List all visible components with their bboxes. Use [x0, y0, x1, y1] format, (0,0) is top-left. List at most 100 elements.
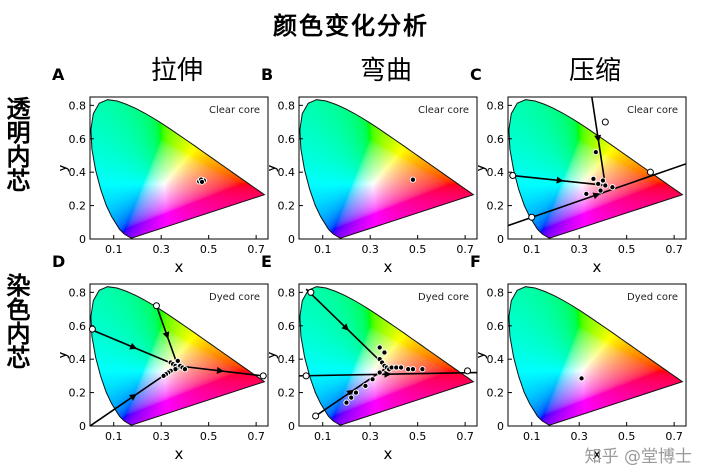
x-tick-label: 0.5 — [618, 430, 636, 443]
endpoint-marker — [464, 367, 472, 375]
x-tick-label: 0.1 — [314, 243, 332, 256]
y-axis-label: y — [269, 163, 279, 172]
data-point — [583, 190, 590, 197]
y-tick-label: 0.8 — [487, 99, 505, 112]
watermark: 知乎 @堂博士 — [584, 447, 692, 467]
x-axis-label: x — [384, 258, 393, 276]
panel-annotation: Clear core — [418, 105, 469, 116]
trajectory-arrow — [556, 176, 564, 184]
x-axis-label: x — [593, 445, 602, 463]
axes-box — [89, 283, 269, 427]
panel-letter-a: A — [52, 65, 65, 84]
x-tick-label: 0.3 — [361, 430, 379, 443]
endpoint-marker — [528, 213, 536, 221]
axes-box — [507, 283, 687, 427]
panel-annotation: Clear core — [209, 105, 260, 116]
y-tick-label: 0.4 — [487, 353, 505, 366]
x-tick-label: 0.1 — [523, 243, 541, 256]
panel-letter-f: F — [470, 252, 481, 271]
y-tick-label: 0.6 — [278, 320, 296, 333]
panel-letter-d: D — [52, 252, 66, 271]
y-tick-label: 0.8 — [69, 286, 87, 299]
x-tick-label: 0.7 — [247, 243, 265, 256]
spectral-locus — [90, 286, 266, 426]
y-tick-label: 0.8 — [278, 99, 296, 112]
panel-annotation: Dyed core — [209, 292, 260, 303]
trajectory-arrow — [341, 323, 349, 331]
y-axis-label: y — [478, 163, 488, 172]
y-tick-label: 0 — [497, 233, 504, 246]
row-title-clear-core: 透明内芯 — [2, 96, 30, 192]
chart-panel-b: 0.1 0.3 0.5 0.7 0 0.2 0.4 0.6 0.8 x y Clear core — [269, 96, 478, 276]
data-point — [602, 182, 609, 189]
data-point — [376, 369, 383, 376]
x-axis-label: x — [175, 258, 184, 276]
data-point — [352, 389, 360, 396]
data-point — [597, 187, 604, 194]
data-point — [362, 382, 369, 389]
data-point — [160, 372, 167, 379]
trajectory-arrow — [346, 389, 355, 397]
data-point — [381, 349, 388, 356]
data-point — [609, 184, 616, 191]
chart-panel-c: 0.1 0.3 0.5 0.7 0 0.2 0.4 0.6 0.8 x y Clear core — [478, 96, 687, 276]
data-point — [376, 344, 383, 351]
x-tick-label: 0.3 — [570, 243, 588, 256]
x-axis-label: x — [593, 258, 602, 276]
y-axis-label: y — [60, 163, 70, 172]
y-tick-label: 0 — [288, 420, 295, 433]
x-tick-label: 0.5 — [200, 243, 218, 256]
y-axis-label: y — [60, 350, 70, 359]
column-title-compress: 压缩 — [568, 56, 621, 86]
y-axis-label: y — [478, 350, 488, 359]
chart-panel-d: 0.1 0.3 0.5 0.7 0 0.2 0.4 0.6 0.8 x y Dyed core — [60, 283, 269, 463]
endpoint-marker — [307, 288, 315, 296]
panel-letter-b: B — [261, 65, 274, 84]
y-tick-label: 0.6 — [487, 133, 505, 146]
trajectory-arrow — [216, 366, 225, 374]
data-point — [174, 357, 181, 364]
chart-panel-a: 0.1 0.3 0.5 0.7 0 0.2 0.4 0.6 0.8 x y Clear core — [60, 96, 269, 276]
gamut-fill — [508, 286, 683, 426]
endpoint-marker — [601, 118, 609, 126]
y-tick-label: 0 — [79, 420, 86, 433]
gamut-fill — [299, 286, 474, 426]
y-tick-label: 0.2 — [487, 200, 505, 213]
y-tick-label: 0.8 — [69, 99, 87, 112]
y-tick-label: 0 — [288, 233, 295, 246]
axes-box — [298, 283, 478, 427]
x-tick-label: 0.5 — [618, 243, 636, 256]
endpoint-marker — [152, 302, 160, 310]
x-tick-label: 0.5 — [409, 430, 427, 443]
axes-box — [507, 96, 687, 240]
x-tick-label: 0.5 — [200, 430, 218, 443]
x-tick-label: 0.1 — [314, 430, 332, 443]
x-axis-label: x — [175, 445, 184, 463]
y-tick-label: 0.4 — [69, 353, 87, 366]
y-tick-label: 0.2 — [69, 387, 87, 400]
data-point — [198, 178, 206, 185]
y-tick-label: 0.2 — [278, 200, 296, 213]
y-tick-label: 0.4 — [278, 166, 296, 179]
panel-annotation: Clear core — [627, 105, 678, 116]
axes-box — [298, 96, 478, 240]
x-tick-label: 0.3 — [361, 243, 379, 256]
spectral-locus — [299, 99, 475, 239]
data-point — [419, 366, 426, 373]
data-point — [409, 176, 416, 183]
trajectory-arrow — [162, 331, 170, 340]
y-tick-label: 0.6 — [487, 320, 505, 333]
panel-annotation: Dyed core — [418, 292, 469, 303]
gamut-fill — [90, 286, 265, 426]
endpoint-marker — [88, 325, 96, 333]
data-point — [409, 366, 416, 373]
x-tick-label: 0.1 — [105, 430, 123, 443]
x-tick-label: 0.3 — [152, 430, 170, 443]
y-tick-label: 0.6 — [69, 133, 87, 146]
axes-box — [89, 96, 269, 240]
endpoint-marker — [312, 412, 320, 420]
x-tick-label: 0.1 — [105, 243, 123, 256]
y-axis-label: y — [269, 350, 279, 359]
gamut-fill — [90, 99, 265, 239]
y-tick-label: 0.2 — [487, 387, 505, 400]
